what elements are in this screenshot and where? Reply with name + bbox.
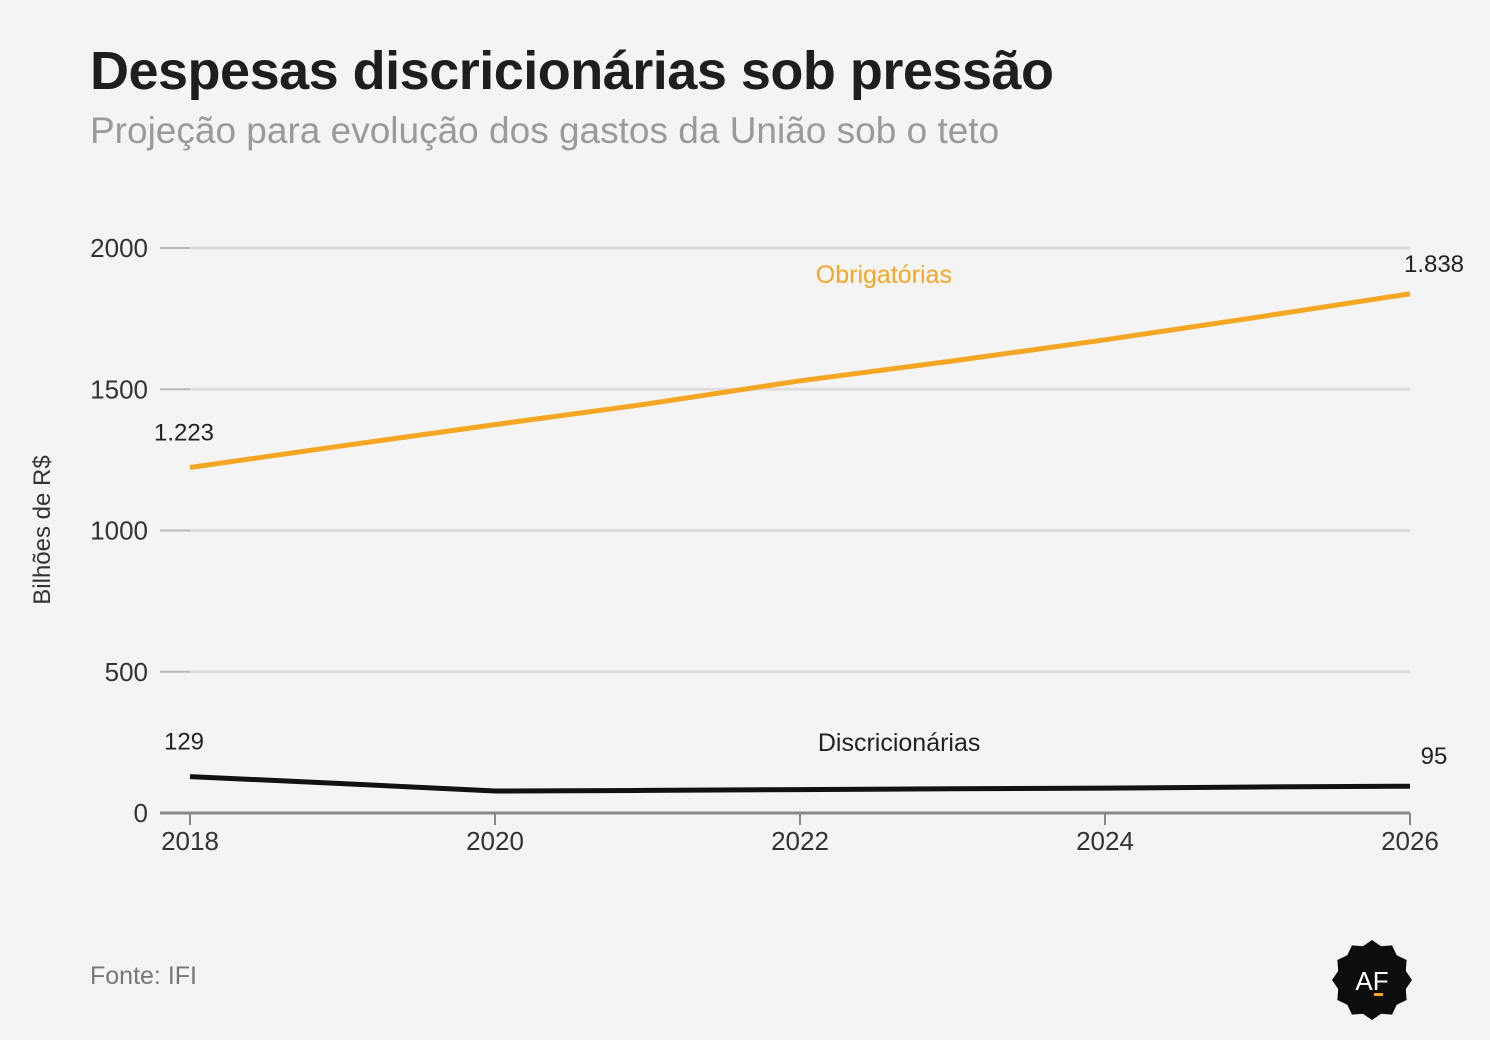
y-tick-label: 2000 (90, 233, 148, 263)
chart-title: Despesas discricionárias sob pressão (90, 41, 1054, 101)
series-lines (189, 291, 1411, 794)
chart-subtitle: Projeção para evolução dos gastos da Uni… (90, 110, 1000, 151)
data-label-end: 95 (1421, 743, 1448, 770)
x-tick-label: 2018 (161, 826, 219, 856)
y-tick-label: 1500 (90, 374, 148, 404)
x-tick-label: 2026 (1381, 826, 1439, 856)
line-chart: 0 500 1000 1500 2000 2018 2020 2022 2024 2026 1.… (29, 233, 1464, 856)
y-tick-label: 500 (105, 657, 148, 687)
data-label-start: 1.223 (154, 420, 214, 447)
data-label-start: 129 (164, 729, 204, 756)
series-name-label: Discricionárias (818, 729, 981, 757)
y-tick-labels: 0 500 1000 1500 2000 (90, 233, 148, 828)
logo-text: AF (1355, 966, 1388, 996)
series-line-discricionarias (189, 774, 1411, 794)
y-axis-label: Bilhões de R$ (29, 455, 56, 604)
data-label-end: 1.838 (1404, 251, 1464, 278)
grid-lines (160, 246, 1410, 815)
series-line-obrigatorias (189, 291, 1411, 470)
source-note: Fonte: IFI (90, 962, 197, 990)
x-tick-label: 2024 (1076, 826, 1134, 856)
x-tick-labels: 2018 2020 2022 2024 2026 (161, 813, 1439, 856)
logo-accent (1374, 993, 1383, 996)
y-tick-label: 0 (134, 798, 148, 828)
series-name-label: Obrigatórias (816, 261, 952, 289)
logo-badge-icon (1332, 940, 1412, 1020)
x-tick-label: 2020 (466, 826, 524, 856)
af-logo: AF (1332, 940, 1412, 1020)
y-tick-label: 1000 (90, 516, 148, 546)
x-tick-label: 2022 (771, 826, 829, 856)
data-labels: 1.223 1.838 Obrigatórias 129 95 Discricionári… (154, 251, 1464, 770)
